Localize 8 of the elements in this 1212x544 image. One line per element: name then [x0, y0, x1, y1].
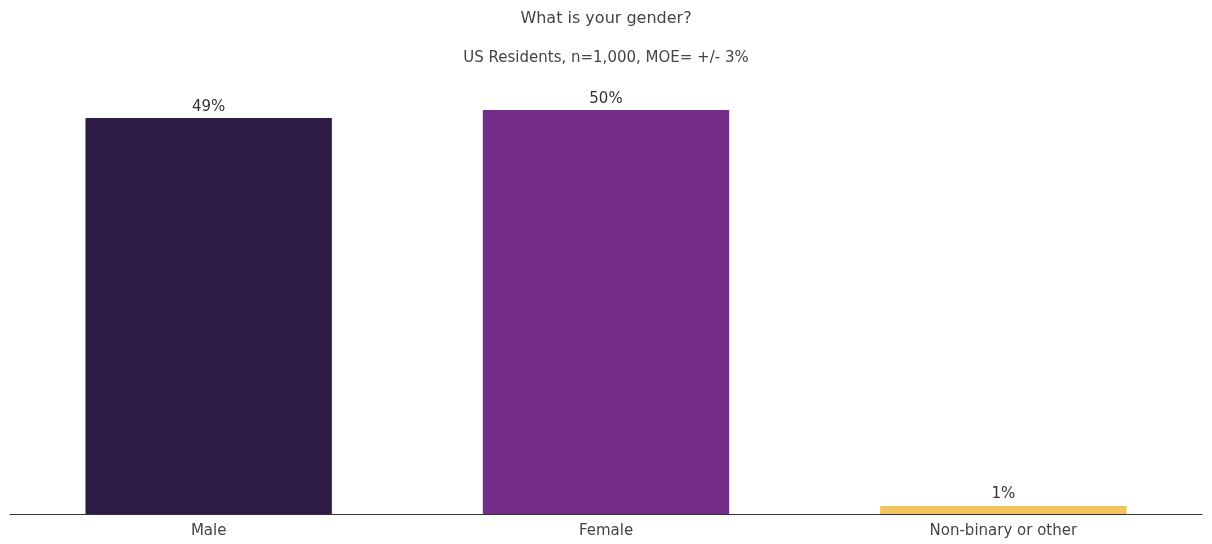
data-label: 1%: [991, 484, 1016, 503]
chart-subtitle: US Residents, n=1,000, MOE= +/- 3%: [463, 47, 749, 66]
x-tick-label: Non-binary or other: [929, 520, 1078, 539]
x-tick-label: Female: [578, 520, 634, 539]
x-tick-label: Male: [190, 520, 227, 539]
data-label: 49%: [191, 96, 226, 115]
data-label: 50%: [589, 88, 623, 107]
chart-title: What is your gender?: [520, 7, 692, 27]
